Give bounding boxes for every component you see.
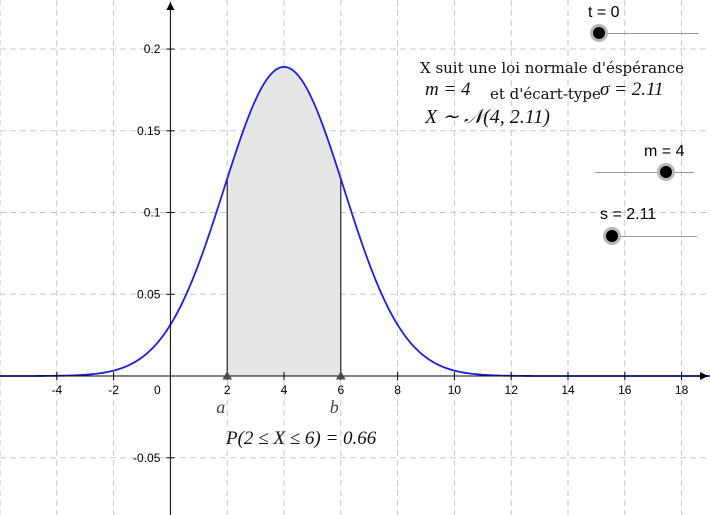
distribution-formula: X ∼ 𝒩(4, 2.11) — [425, 106, 550, 128]
slider-t-track[interactable] — [599, 33, 699, 34]
slider-t[interactable]: t = 0 — [585, 0, 705, 39]
slider-t-handle[interactable] — [593, 27, 605, 39]
y-tick-label: 0.15 — [137, 124, 161, 138]
x-tick-label: 6 — [337, 383, 344, 397]
y-tick-label: 0.05 — [137, 287, 161, 301]
point-b-label: b — [330, 397, 339, 417]
x-tick-label: 12 — [505, 383, 519, 397]
slider-t-label: t = 0 — [588, 4, 620, 21]
x-tick-label: 8 — [394, 383, 401, 397]
probability-expression: P(2 ≤ X ≤ 6) = 0.66 — [226, 428, 377, 449]
mean-expression: m = 4 — [425, 79, 471, 100]
y-axis-arrow-icon — [166, 2, 175, 10]
x-tick-label: -2 — [108, 383, 119, 397]
slider-s-label: s = 2.11 — [600, 206, 657, 223]
distribution-description-text: X suit une loi normale d'éspérance — [420, 59, 685, 77]
slider-s-track[interactable] — [605, 236, 697, 237]
slider-s[interactable]: s = 2.11 — [595, 202, 710, 242]
x-tick-label: 4 — [281, 383, 288, 397]
x-tick-label: 2 — [224, 383, 231, 397]
y-tick-label: -0.05 — [133, 451, 161, 465]
point-b-marker[interactable] — [335, 371, 346, 380]
y-axis-ticks: 0.2 0.15 0.1 0.05 -0.05 — [133, 42, 175, 465]
standard-deviation-label: et d'écart-type — [490, 85, 601, 103]
point-a-marker[interactable] — [222, 371, 233, 380]
y-tick-label: 0.1 — [144, 206, 161, 220]
shaded-probability-area — [227, 66, 341, 377]
slider-m-track[interactable] — [595, 172, 694, 173]
x-tick-label: 0 — [154, 383, 161, 397]
x-tick-label: 14 — [561, 383, 575, 397]
slider-m-handle[interactable] — [660, 166, 672, 178]
x-tick-label: 18 — [675, 383, 689, 397]
slider-m[interactable]: m = 4 — [590, 141, 710, 178]
x-tick-label: 16 — [618, 383, 632, 397]
slider-m-label: m = 4 — [644, 143, 685, 160]
sigma-expression: σ = 2.11 — [600, 79, 664, 100]
x-tick-label: -4 — [51, 383, 62, 397]
slider-s-handle[interactable] — [606, 230, 618, 242]
x-tick-label: 10 — [448, 383, 462, 397]
x-axis-arrow-icon — [700, 372, 708, 381]
point-a-label: a — [216, 397, 225, 417]
y-tick-label: 0.2 — [144, 42, 161, 56]
